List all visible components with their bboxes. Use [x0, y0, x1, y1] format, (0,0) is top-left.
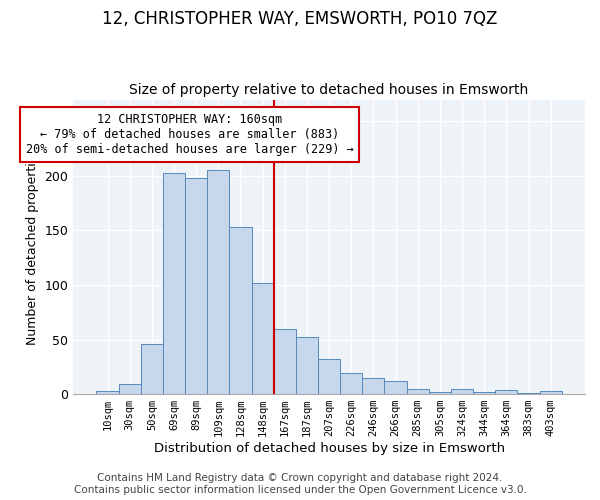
Bar — [495, 390, 517, 394]
Bar — [141, 344, 163, 394]
Text: Contains HM Land Registry data © Crown copyright and database right 2024.
Contai: Contains HM Land Registry data © Crown c… — [74, 474, 526, 495]
Bar — [163, 172, 185, 394]
Bar — [539, 391, 562, 394]
Bar — [429, 392, 451, 394]
Bar — [207, 170, 229, 394]
Title: Size of property relative to detached houses in Emsworth: Size of property relative to detached ho… — [130, 83, 529, 97]
Y-axis label: Number of detached properties: Number of detached properties — [26, 148, 39, 346]
Bar — [229, 227, 251, 394]
Bar — [119, 384, 141, 394]
Bar — [251, 283, 274, 394]
Bar — [274, 328, 296, 394]
Bar — [340, 374, 362, 394]
Bar — [517, 393, 539, 394]
Bar — [318, 359, 340, 394]
Bar — [185, 178, 207, 394]
Bar — [473, 392, 495, 394]
Bar — [451, 388, 473, 394]
X-axis label: Distribution of detached houses by size in Emsworth: Distribution of detached houses by size … — [154, 442, 505, 455]
Bar — [362, 378, 385, 394]
Text: 12, CHRISTOPHER WAY, EMSWORTH, PO10 7QZ: 12, CHRISTOPHER WAY, EMSWORTH, PO10 7QZ — [103, 10, 497, 28]
Bar — [407, 388, 429, 394]
Text: 12 CHRISTOPHER WAY: 160sqm
← 79% of detached houses are smaller (883)
20% of sem: 12 CHRISTOPHER WAY: 160sqm ← 79% of deta… — [26, 112, 353, 156]
Bar — [385, 381, 407, 394]
Bar — [97, 391, 119, 394]
Bar — [296, 338, 318, 394]
